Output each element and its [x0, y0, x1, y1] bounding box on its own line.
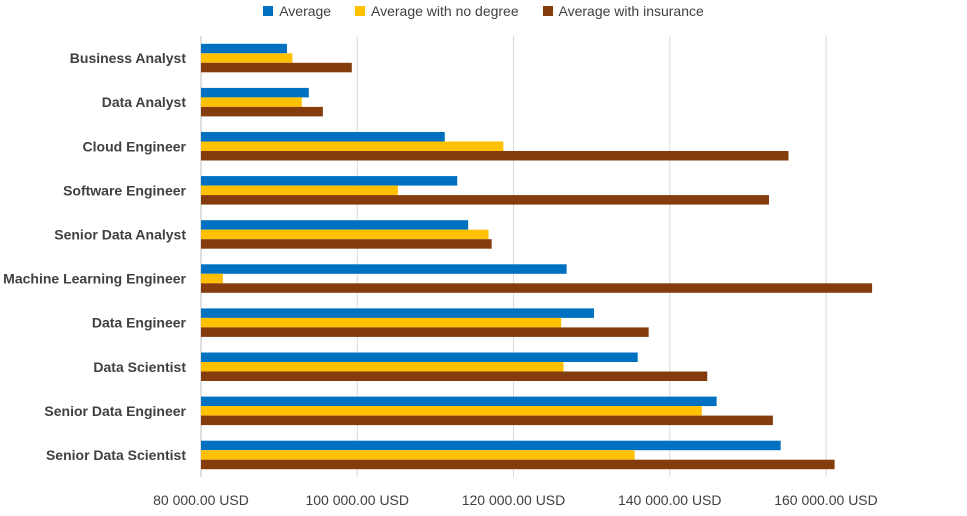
bar-average — [201, 43, 287, 54]
bar-average — [201, 352, 638, 362]
bar-no-degree — [201, 317, 562, 328]
bar-no-degree — [201, 97, 302, 107]
bar-no-degree — [201, 229, 489, 240]
legend-swatch-average-insurance — [542, 6, 553, 16]
bar-insurance — [201, 239, 492, 249]
category-label: Data Scientist — [93, 359, 186, 375]
legend-label-average-insurance: Average with insurance — [558, 3, 704, 19]
bar-no-degree — [201, 141, 504, 151]
category-label: Software Engineer — [63, 182, 186, 198]
x-tick-label: 120 000.00 USD — [462, 492, 566, 508]
bar-average — [201, 396, 717, 407]
bar-no-degree — [201, 362, 564, 372]
bar-average — [201, 440, 781, 451]
bar-insurance — [201, 106, 323, 117]
legend-item-average-insurance: Average with insurance — [542, 3, 704, 19]
bar-insurance — [201, 195, 769, 205]
bar-no-degree — [201, 185, 398, 196]
legend-label-average: Average — [279, 3, 332, 19]
legend-swatch-average-no-degree — [355, 6, 365, 16]
bar-average — [201, 308, 594, 318]
bar-average — [201, 176, 458, 186]
bar-average — [201, 87, 309, 98]
category-label: Senior Data Analyst — [54, 226, 186, 242]
bar-insurance — [201, 151, 789, 161]
bar-insurance — [201, 283, 873, 293]
bar-insurance — [201, 371, 708, 381]
category-label: Cloud Engineer — [83, 138, 187, 154]
bar-no-degree — [201, 273, 223, 284]
category-label: Business Analyst — [70, 50, 187, 66]
legend-label-average-no-degree: Average with no degree — [371, 3, 519, 19]
bar-no-degree — [201, 450, 635, 460]
legend: Average Average with no degree Average w… — [0, 3, 967, 19]
bar-insurance — [201, 459, 835, 470]
x-tick-label: 160 000.00 USD — [774, 492, 878, 508]
category-label: Data Engineer — [92, 315, 187, 331]
legend-item-average-no-degree: Average with no degree — [355, 3, 519, 19]
bar-no-degree — [201, 53, 293, 63]
x-tick-label: 140 000.00 USD — [618, 492, 722, 508]
category-label: Machine Learning Engineer — [3, 271, 186, 287]
bar-no-degree — [201, 406, 702, 416]
legend-item-average: Average — [263, 3, 331, 19]
x-tick-label: 80 000.00 USD — [153, 492, 249, 508]
legend-swatch-average — [263, 6, 274, 16]
bar-insurance — [201, 415, 773, 426]
bar-average — [201, 132, 445, 142]
bar-average — [201, 264, 567, 274]
bar-average — [201, 220, 469, 230]
bar-insurance — [201, 327, 649, 337]
category-label: Senior Data Engineer — [44, 403, 186, 419]
x-tick-label: 100 000.00 USD — [305, 492, 409, 508]
bar-insurance — [201, 62, 352, 73]
category-label: Data Analyst — [102, 94, 187, 110]
category-label: Senior Data Scientist — [46, 447, 186, 463]
